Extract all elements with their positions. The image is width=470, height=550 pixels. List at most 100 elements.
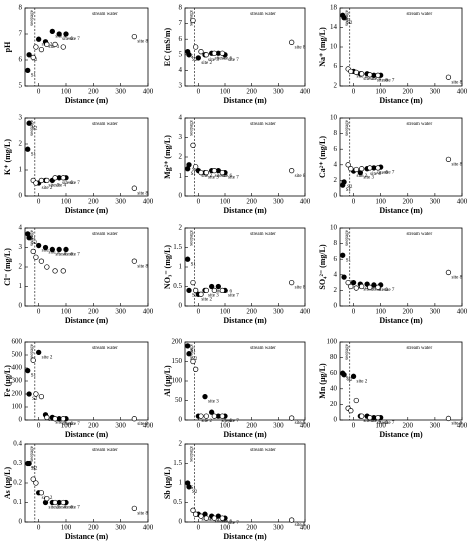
- data-point: [193, 44, 199, 50]
- x-tick-label: 300: [115, 524, 126, 532]
- point-label: site 2: [357, 379, 368, 384]
- point-label: site 8: [451, 162, 462, 167]
- y-tick-label: 0: [19, 416, 23, 424]
- data-point: [348, 68, 354, 75]
- x-axis-label: Distance (m): [223, 430, 267, 439]
- point-label: S1: [346, 376, 352, 381]
- point-label: S1: [346, 258, 352, 263]
- annotation: seepage: [30, 445, 35, 462]
- x-tick-label: 200: [88, 198, 99, 206]
- x-tick-label: 400: [143, 422, 154, 430]
- data-point: [60, 268, 66, 274]
- point-label: site 2: [357, 75, 368, 80]
- y-tick-label: 500: [12, 351, 23, 359]
- data-point: [219, 169, 225, 176]
- x-tick-label: 0: [197, 524, 201, 532]
- point-label: site 7: [69, 422, 80, 427]
- y-tick-label: 7: [19, 30, 23, 38]
- x-tick-label: 0: [37, 198, 41, 206]
- data-point: [353, 285, 359, 291]
- y-tick-label: 1: [19, 166, 23, 174]
- y-tick-label: 2: [179, 440, 183, 448]
- plot-frame: [184, 341, 306, 421]
- data-point: [38, 490, 45, 496]
- y-tick-label: 20: [330, 400, 338, 408]
- y-tick-label: 2: [19, 140, 23, 148]
- plot-frame: [184, 117, 306, 197]
- data-point: [353, 69, 359, 75]
- y-tick-label: 0: [334, 416, 338, 424]
- data-point: [33, 480, 39, 486]
- panel: 0 100 200 300 400 3 4 5 6 7 8 Distance (m) EC (mS/m)…: [163, 4, 311, 105]
- plot-frame: [24, 443, 149, 523]
- point-label: site 2: [201, 174, 212, 179]
- y-axis-label: Fe (μg/L): [3, 365, 12, 397]
- plot-frame: [24, 227, 149, 307]
- point-label: site 3: [208, 176, 219, 181]
- y-axis-label: NO₃⁻ (mg/L): [163, 245, 172, 290]
- point-label: site 4: [215, 56, 226, 61]
- data-point: [289, 279, 295, 286]
- point-label: site 3: [208, 58, 219, 63]
- data-point: [350, 373, 357, 379]
- x-tick-label: 0: [352, 198, 356, 206]
- x-tick-label: 100: [220, 308, 231, 316]
- data-point: [209, 409, 215, 415]
- data-point: [375, 165, 381, 171]
- data-point: [211, 413, 217, 419]
- point-label: site 7: [228, 58, 239, 63]
- point-label: site 4: [370, 419, 381, 424]
- y-axis-label: Al (μg/L): [163, 365, 172, 397]
- x-tick-label: 200: [403, 88, 414, 96]
- data-point: [44, 414, 50, 421]
- annotation: stream water: [92, 232, 118, 237]
- data-point: [215, 283, 221, 290]
- data-point: [203, 169, 209, 176]
- panel: 0 100 200 300 400 0 100 200 300 400 500 600 Distance…: [3, 338, 154, 439]
- data-point: [190, 507, 196, 513]
- data-point: [198, 169, 204, 176]
- data-point: [203, 287, 209, 294]
- x-tick-label: 300: [273, 198, 284, 206]
- data-point: [25, 146, 31, 152]
- point-label: S2: [32, 397, 38, 402]
- data-point: [375, 284, 381, 290]
- y-tick-label: 3: [179, 82, 183, 90]
- data-point: [289, 167, 295, 174]
- y-tick-label: 10: [330, 43, 338, 51]
- annotation: stream water: [92, 448, 118, 453]
- data-point: [193, 511, 199, 517]
- plot-frame: [184, 7, 306, 87]
- point-label: S2: [192, 294, 198, 299]
- x-tick-label: 100: [61, 308, 72, 316]
- y-tick-label: 18: [330, 4, 338, 12]
- point-label: site 4: [215, 290, 226, 295]
- y-tick-label: 7: [179, 19, 183, 27]
- y-axis-label: Mn (μg/L): [318, 363, 327, 399]
- x-axis-label: Distance (m): [379, 206, 423, 215]
- y-tick-label: 200: [172, 338, 183, 346]
- point-label: S2: [192, 58, 198, 63]
- data-point: [36, 349, 42, 356]
- data-point: [36, 242, 42, 249]
- point-label: site 4: [55, 253, 66, 258]
- y-tick-label: 6: [334, 255, 338, 263]
- y-tick-label: 0: [19, 302, 23, 310]
- data-point: [131, 505, 137, 512]
- y-axis-label: SO₄²⁻ (mg/L): [318, 244, 327, 290]
- point-label: site 6: [377, 288, 388, 293]
- point-label: S1: [346, 188, 352, 193]
- y-tick-label: 4: [19, 224, 23, 232]
- x-axis-label: Distance (m): [65, 532, 109, 541]
- annotation: seepage: [190, 119, 195, 136]
- x-tick-label: 400: [457, 422, 468, 430]
- y-tick-label: 0: [179, 192, 183, 200]
- data-point: [367, 165, 373, 171]
- y-axis-label: Ca²⁺ (mg/L): [318, 136, 327, 178]
- y-tick-label: 1: [179, 172, 183, 180]
- y-axis-label: Cl⁻ (mg/L): [3, 248, 12, 286]
- point-label: site 6: [62, 422, 73, 427]
- x-tick-label: 0: [197, 88, 201, 96]
- data-point: [203, 413, 209, 419]
- annotation: stream water: [406, 12, 432, 17]
